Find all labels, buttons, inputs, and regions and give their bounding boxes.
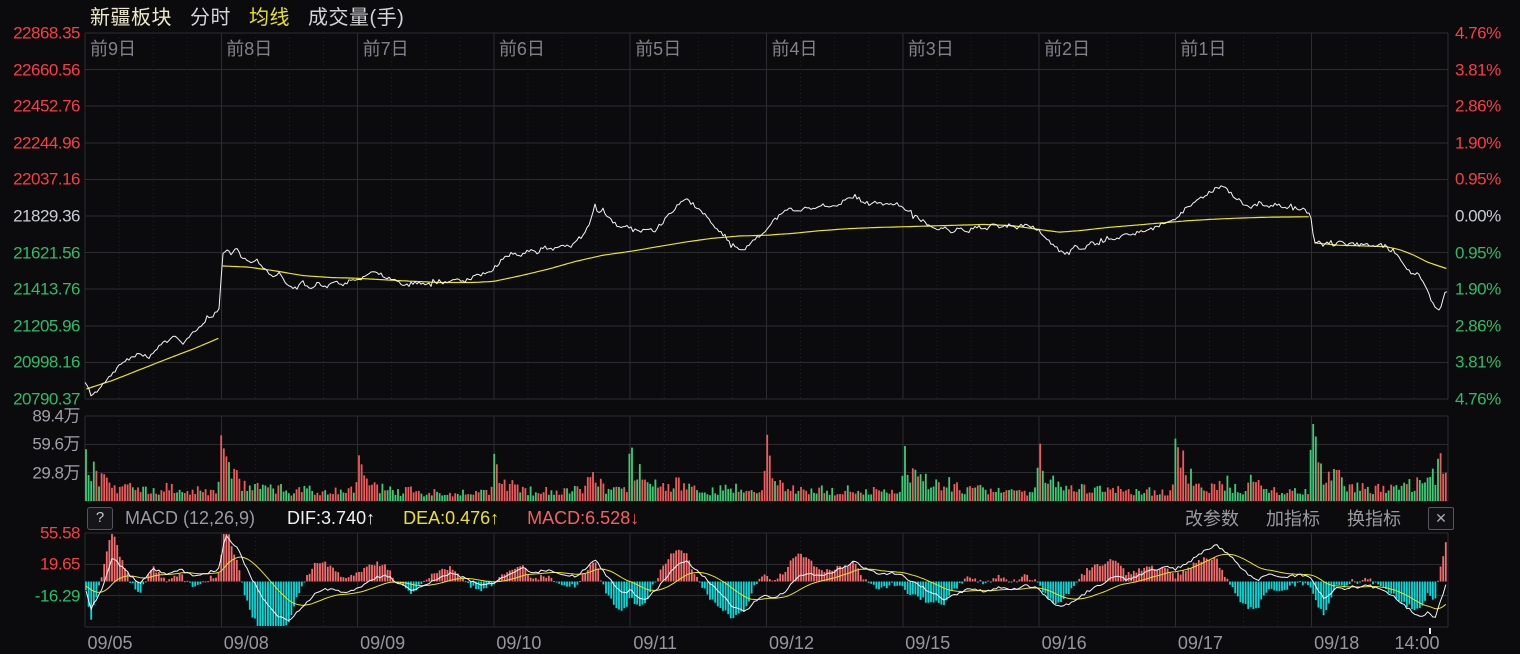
legend-fenshi[interactable]: 分时 [190,6,231,29]
macd-dea-value: DEA:0.476↑ [403,507,500,528]
add-indicator-button[interactable]: 加指标 [1266,509,1320,529]
volume-chart[interactable] [85,416,1448,501]
close-icon[interactable]: ✕ [1428,506,1454,530]
macd-toolbar-right: 改参数 加指标 换指标 ✕ [1185,505,1454,531]
sector-title: 新疆板块 [90,6,172,29]
macd-chart[interactable] [85,533,1448,627]
change-params-button[interactable]: 改参数 [1185,509,1239,529]
macd-macd-value: MACD:6.528↓ [527,507,640,528]
legend-junxian-ma[interactable]: 均线 [249,6,290,29]
macd-toolbar-left: ? MACD (12,26,9) DIF:3.740↑ DEA:0.476↑ M… [87,505,639,531]
macd-dif-value: DIF:3.740↑ [287,507,376,528]
legend-volume[interactable]: 成交量(手) [308,6,405,29]
chart-header: 新疆板块 分时 均线 成交量(手) [90,0,404,30]
price-chart[interactable] [85,33,1448,399]
help-icon[interactable]: ? [87,506,113,530]
macd-indicator-name: MACD (12,26,9) [125,507,256,528]
switch-indicator-button[interactable]: 换指标 [1347,509,1401,529]
